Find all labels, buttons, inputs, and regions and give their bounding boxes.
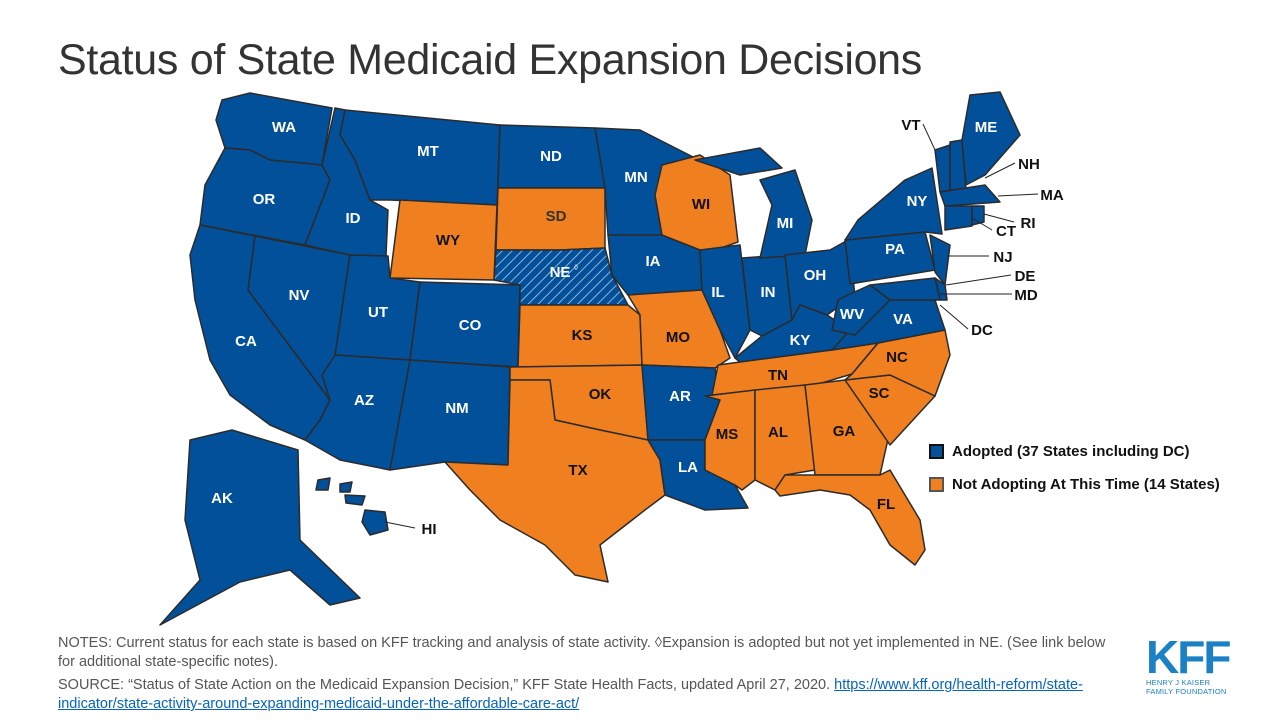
- state-tx: [444, 379, 666, 583]
- state-label-hi: HI: [422, 521, 437, 538]
- state-label-sd: SD: [546, 208, 567, 225]
- logo-line1: HENRY J KAISER: [1146, 678, 1211, 687]
- state-pa: [844, 231, 936, 285]
- legend-label: Adopted (37 States including DC): [952, 443, 1190, 460]
- state-label-ga: GA: [833, 423, 856, 440]
- source-citation: SOURCE: “Status of State Action on the M…: [58, 677, 831, 693]
- state-vt: [934, 144, 951, 193]
- state-mi: [694, 147, 783, 176]
- state-label-ms: MS: [716, 426, 739, 443]
- state-label-oh: OH: [804, 267, 827, 284]
- note-mark: ◊: [574, 263, 578, 272]
- legend-swatch-adopted: [929, 444, 944, 459]
- state-ak: [159, 429, 361, 626]
- state-label-mt: MT: [417, 143, 439, 160]
- state-label-mn: MN: [624, 169, 647, 186]
- state-hi: [344, 494, 366, 506]
- state-label-nh: NH: [1018, 156, 1040, 173]
- state-fl: [774, 469, 926, 566]
- leader-line-ct: [971, 217, 993, 231]
- state-label-ca: CA: [235, 333, 257, 350]
- state-label-ar: AR: [669, 388, 691, 405]
- state-label-ut: UT: [368, 304, 388, 321]
- state-ct: [944, 205, 973, 231]
- state-label-al: AL: [768, 424, 788, 441]
- state-label-wi: WI: [692, 196, 710, 213]
- state-label-ny: NY: [907, 193, 928, 210]
- state-label-il: IL: [711, 284, 724, 301]
- logo-line2: FAMILY FOUNDATION: [1146, 687, 1227, 696]
- state-label-pa: PA: [885, 241, 905, 258]
- state-label-az: AZ: [354, 392, 374, 409]
- state-label-sc: SC: [869, 385, 890, 402]
- state-label-ma: MA: [1040, 187, 1063, 204]
- state-label-nm: NM: [445, 400, 468, 417]
- state-label-nc: NC: [886, 349, 908, 366]
- leader-line-ri: [983, 213, 1015, 223]
- state-label-tx: TX: [568, 462, 587, 479]
- state-label-mo: MO: [666, 329, 690, 346]
- leader-line-nh: [984, 162, 1016, 179]
- state-label-ok: OK: [589, 386, 612, 403]
- state-label-vt: VT: [901, 117, 920, 134]
- state-label-ks: KS: [572, 327, 593, 344]
- state-mi: [759, 169, 813, 259]
- logo-mark: KFF: [1146, 631, 1231, 683]
- state-label-dc: DC: [971, 322, 993, 339]
- state-label-ri: RI: [1021, 215, 1036, 232]
- state-label-tn: TN: [768, 367, 788, 384]
- state-label-la: LA: [678, 459, 698, 476]
- leader-line-dc: [939, 304, 969, 330]
- state-label-or: OR: [253, 191, 276, 208]
- leader-line-vt: [922, 123, 936, 151]
- state-label-wa: WA: [272, 119, 296, 136]
- legend: Adopted (37 States including DC) Not Ado…: [929, 440, 1220, 506]
- state-hi: [339, 481, 353, 493]
- state-md: [869, 277, 941, 301]
- legend-item-not-adopting: Not Adopting At This Time (14 States): [929, 473, 1220, 496]
- legend-swatch-not-adopting: [929, 477, 944, 492]
- state-label-nv: NV: [289, 287, 310, 304]
- source-text: SOURCE: “Status of State Action on the M…: [58, 676, 1108, 714]
- state-label-ak: AK: [211, 490, 233, 507]
- leader-line-hi: [384, 521, 416, 529]
- leader-line-ma: [997, 193, 1039, 197]
- state-ga: [804, 379, 891, 476]
- legend-item-adopted: Adopted (37 States including DC): [929, 440, 1220, 463]
- state-label-ia: IA: [646, 253, 661, 270]
- state-label-ne: NE: [550, 264, 571, 281]
- state-hi: [361, 509, 389, 536]
- state-label-co: CO: [459, 317, 482, 334]
- state-label-in: IN: [761, 284, 776, 301]
- state-label-wv: WV: [840, 306, 864, 323]
- state-label-wy: WY: [436, 232, 460, 249]
- leader-line-de: [945, 274, 1012, 286]
- state-label-va: VA: [893, 311, 913, 328]
- state-label-me: ME: [975, 119, 998, 136]
- state-label-fl: FL: [877, 496, 895, 513]
- state-label-ct: CT: [996, 223, 1016, 240]
- notes-section: NOTES: Current status for each state is …: [58, 634, 1108, 714]
- state-label-mi: MI: [777, 215, 794, 232]
- state-me: [961, 91, 1021, 186]
- state-ny: [844, 167, 943, 241]
- state-label-nj: NJ: [993, 249, 1012, 266]
- legend-label: Not Adopting At This Time (14 States): [952, 476, 1220, 493]
- state-hi: [315, 477, 331, 491]
- state-label-md: MD: [1014, 287, 1037, 304]
- source-link[interactable]: https://www.kff.org/health-reform/state-…: [58, 677, 1083, 712]
- notes-text: NOTES: Current status for each state is …: [58, 635, 1106, 670]
- page-title: Status of State Medicaid Expansion Decis…: [58, 36, 922, 84]
- state-label-nd: ND: [540, 148, 562, 165]
- kff-logo: KFF HENRY J KAISER FAMILY FOUNDATION: [1146, 631, 1231, 696]
- state-label-ky: KY: [790, 332, 811, 349]
- state-label-de: DE: [1015, 268, 1036, 285]
- state-ma: [939, 184, 1001, 207]
- state-label-id: ID: [346, 210, 361, 227]
